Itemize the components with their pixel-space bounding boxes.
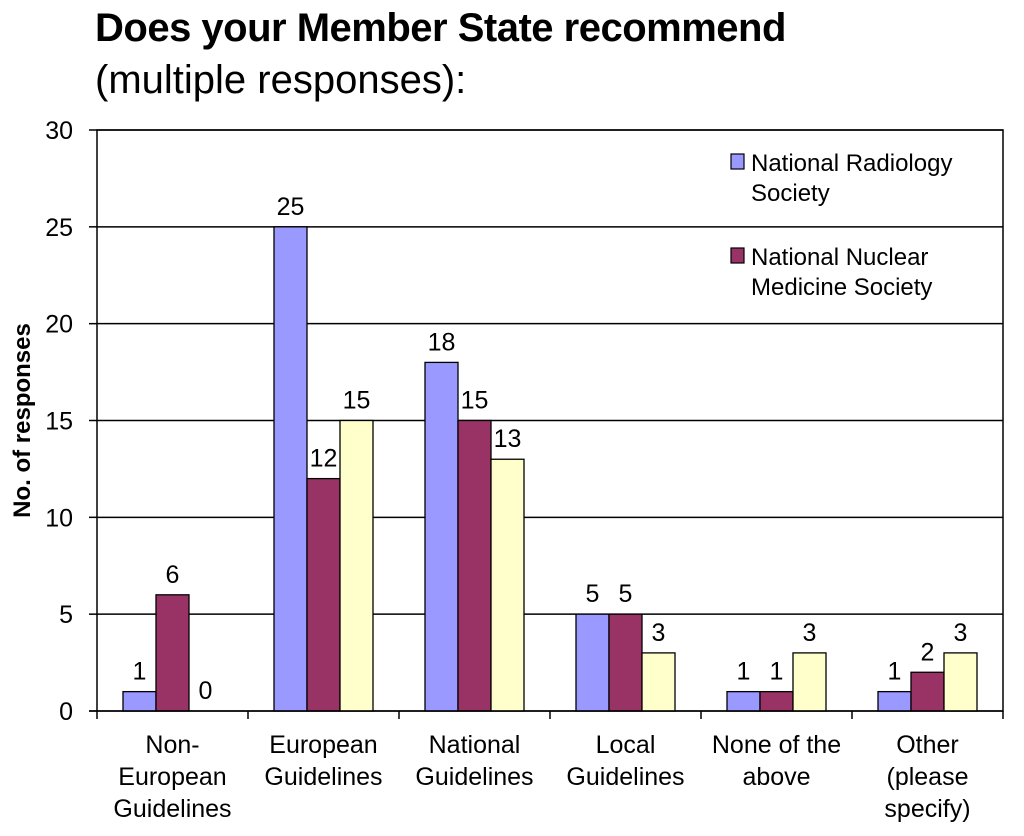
- bar: [759, 690, 794, 712]
- bar: [490, 458, 525, 712]
- data-label: 12: [310, 445, 338, 473]
- bar: [910, 671, 945, 712]
- data-label: 15: [343, 387, 371, 415]
- data-label: 0: [199, 677, 213, 705]
- chart-title: Does your Member State recommend: [95, 6, 786, 50]
- data-label: 13: [494, 425, 522, 453]
- data-label: 5: [619, 580, 633, 608]
- bar: [122, 690, 157, 712]
- y-tick-label: 30: [45, 117, 73, 145]
- data-label: 1: [133, 658, 147, 686]
- bar: [943, 652, 978, 712]
- x-category-label: Local Guidelines: [566, 731, 684, 791]
- data-label: 5: [586, 580, 600, 608]
- legend-swatch: [730, 153, 745, 170]
- y-tick-label: 5: [59, 601, 73, 629]
- legend-label: National Nuclear Medicine Society: [751, 244, 932, 301]
- bar: [608, 613, 643, 712]
- data-label: 15: [461, 387, 489, 415]
- y-tick-label: 15: [45, 408, 73, 436]
- y-tick-label: 0: [59, 698, 73, 726]
- bar: [424, 361, 459, 712]
- x-category-label: European Guidelines: [264, 731, 382, 791]
- bar: [155, 594, 190, 712]
- chart-subtitle: (multiple responses):: [95, 58, 467, 102]
- x-category-label: Non-European Guidelines: [113, 731, 231, 823]
- y-tick-label: 10: [45, 504, 73, 532]
- legend-label: National Radiology Society: [751, 150, 952, 207]
- data-label: 25: [277, 193, 305, 221]
- bar: [339, 419, 374, 712]
- data-label: 18: [428, 328, 456, 356]
- data-label: 1: [770, 658, 784, 686]
- data-label: 1: [737, 658, 751, 686]
- data-label: 1: [888, 658, 902, 686]
- legend-swatch: [730, 247, 745, 264]
- bar: [575, 613, 610, 712]
- y-tick-label: 20: [45, 311, 73, 339]
- data-label: 3: [803, 619, 817, 647]
- data-label: 6: [166, 561, 180, 589]
- bar: [457, 419, 492, 712]
- y-axis-title: No. of responses: [9, 323, 36, 518]
- bar: [641, 652, 676, 712]
- y-tick-label: 25: [45, 214, 73, 242]
- bar: [726, 690, 761, 712]
- data-label: 3: [954, 619, 968, 647]
- x-category-label: Other (please specify): [884, 731, 970, 823]
- bar: [273, 226, 308, 712]
- data-label: 2: [921, 638, 935, 666]
- x-category-label: National Guidelines: [415, 731, 533, 791]
- data-label: 3: [652, 619, 666, 647]
- bar: [792, 652, 827, 712]
- x-category-label: None of the above: [712, 731, 841, 791]
- bar: [877, 690, 912, 712]
- bar: [306, 477, 341, 712]
